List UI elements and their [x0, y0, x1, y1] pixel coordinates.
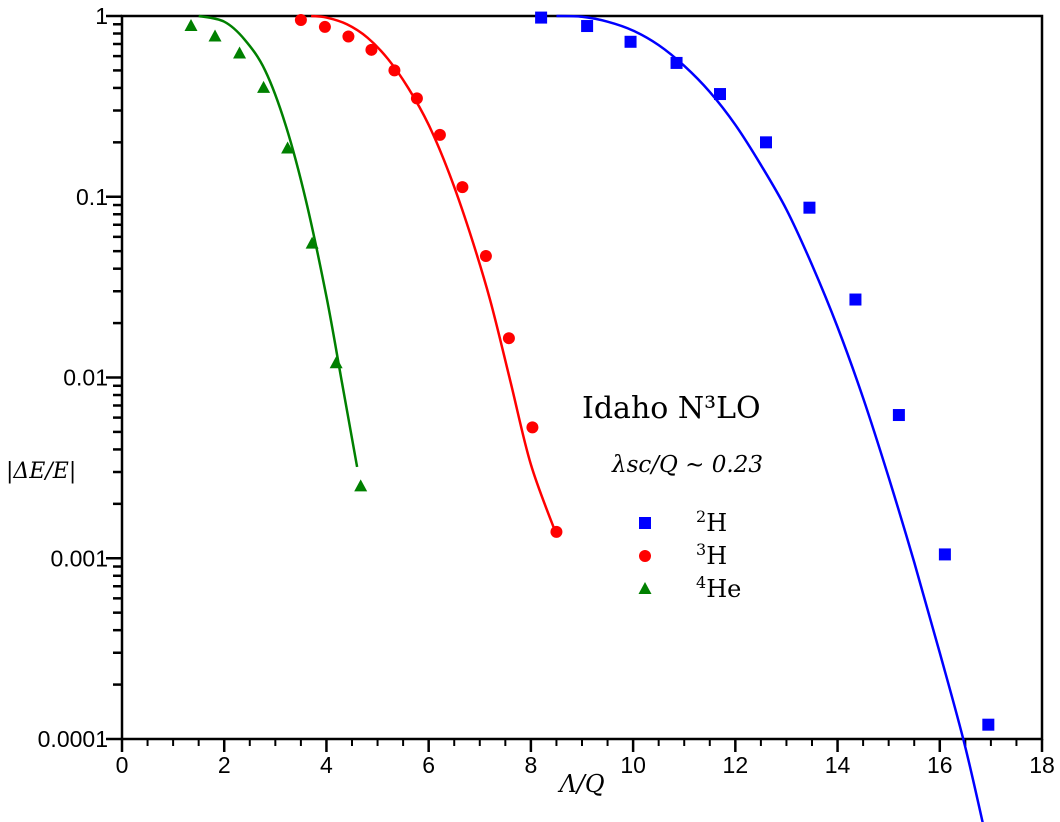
legend-label: 4He: [696, 573, 741, 603]
data-point-h2: [714, 88, 726, 101]
data-point-h2: [535, 11, 548, 24]
plot-frame: [120, 14, 1044, 741]
data-point-he4: [305, 236, 319, 249]
y-tick-label: 0.001: [50, 545, 108, 571]
data-point-h3: [456, 181, 469, 194]
legend-label: 2H: [696, 507, 727, 537]
fit-curve-h2: [556, 14, 984, 822]
data-point-h3: [526, 421, 539, 434]
x-tick-label: 4: [320, 752, 333, 778]
data-points: [184, 11, 995, 731]
x-tick-label: 6: [422, 752, 435, 778]
x-tick-label: 8: [524, 752, 537, 778]
data-point-h3: [550, 525, 563, 538]
data-point-he4: [184, 19, 198, 32]
x-tick-label: 10: [620, 752, 646, 778]
x-tick-label: 14: [825, 752, 851, 778]
legend-label: 3H: [696, 540, 727, 570]
y-axis-label: |ΔE/E|: [6, 459, 76, 484]
legend-marker: [639, 550, 651, 562]
data-point-h3: [502, 332, 515, 345]
data-point-he4: [354, 479, 368, 492]
annotation-subtitle: λsc/Q ∼ 0.23: [611, 452, 763, 478]
y-tick-label: 0.01: [63, 365, 108, 391]
data-point-he4: [208, 29, 222, 42]
data-point-h2: [760, 136, 772, 149]
data-point-h2: [581, 20, 594, 33]
x-axis-label: Λ/Q: [557, 770, 604, 798]
data-point-h3: [410, 92, 423, 105]
data-point-h3: [388, 64, 401, 77]
data-point-he4: [281, 141, 295, 154]
fit-curve-he4: [198, 14, 359, 468]
y-axis-ticks: 0.0001 0.001 0.01 0.1 1: [38, 3, 122, 752]
data-point-h2: [982, 718, 995, 731]
legend-marker: [638, 582, 652, 594]
y-tick-label: 1: [95, 3, 108, 29]
data-point-he4: [233, 46, 247, 59]
data-point-h2: [670, 56, 683, 69]
y-tick-label: 0.0001: [38, 726, 108, 752]
data-point-h2: [892, 409, 905, 422]
x-tick-label: 16: [927, 752, 953, 778]
data-point-h2: [849, 293, 862, 306]
x-tick-label: 18: [1029, 752, 1055, 778]
data-point-h3: [365, 43, 378, 56]
data-point-h2: [624, 35, 637, 48]
x-tick-label: 2: [218, 752, 231, 778]
y-tick-label: 0.1: [76, 184, 108, 210]
x-tick-label: 12: [723, 752, 749, 778]
data-point-h3: [479, 250, 492, 263]
data-point-h3: [342, 30, 355, 43]
x-axis-ticks: 0 2 4 6 8 10 12 14 16 18: [116, 739, 1055, 778]
fit-curve-h3: [310, 14, 558, 536]
fit-curves: [198, 14, 984, 822]
annotation-title: Idaho N³LO: [582, 391, 761, 426]
data-point-h2: [938, 548, 951, 561]
data-point-h2: [803, 201, 816, 214]
legend-marker: [639, 517, 651, 529]
data-point-h3: [294, 14, 307, 27]
data-point-h3: [318, 20, 331, 33]
data-point-h3: [433, 128, 446, 141]
data-point-he4: [329, 356, 343, 369]
data-point-he4: [257, 80, 271, 93]
x-tick-label: 0: [116, 752, 129, 778]
